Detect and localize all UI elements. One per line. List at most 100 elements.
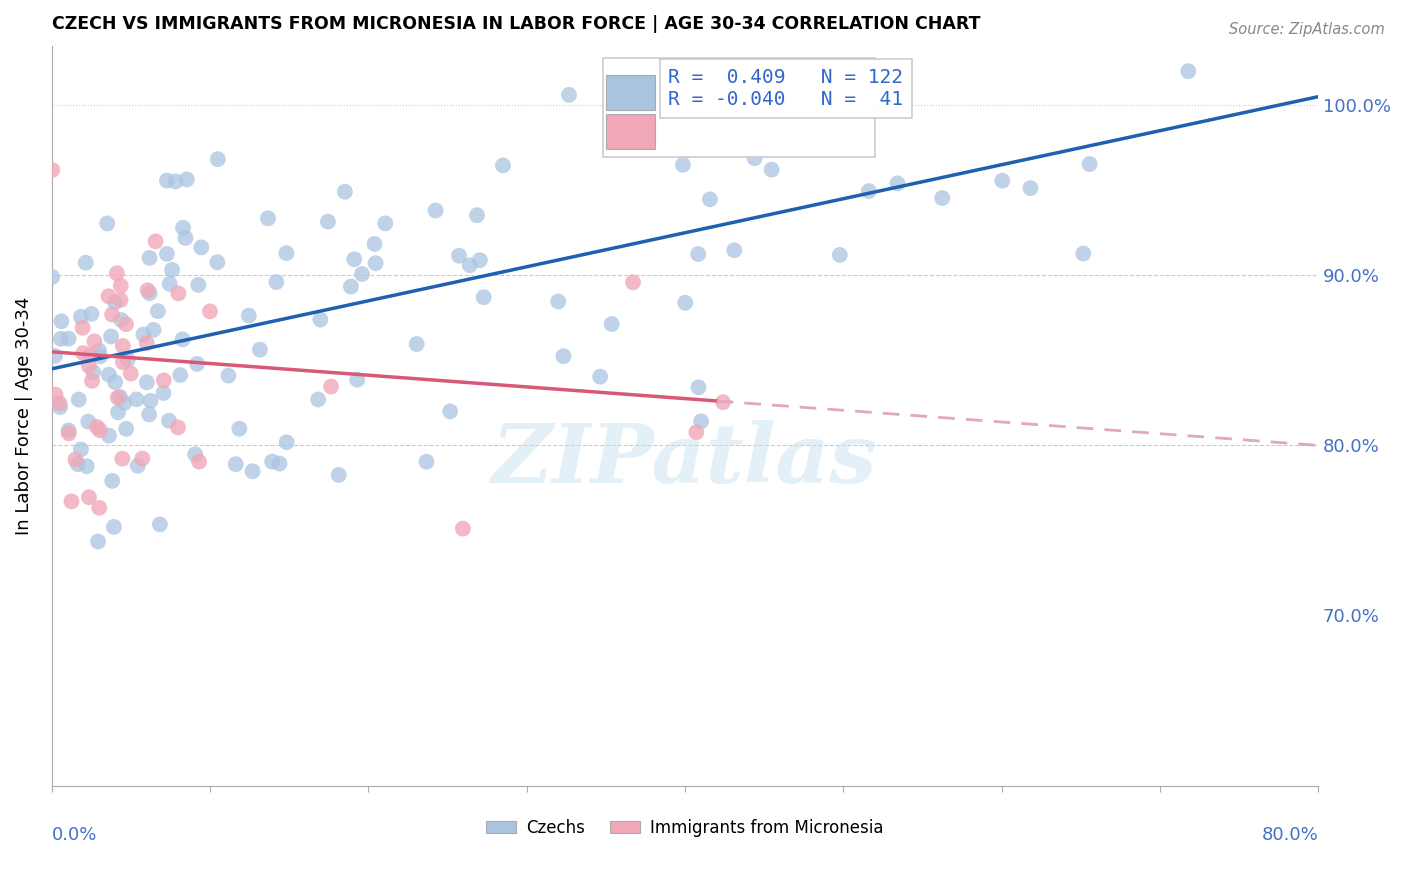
- Point: [44, 388, 66, 402]
- Point: [41, 270, 63, 285]
- Point: [60, 494, 83, 508]
- Point: [364, 256, 387, 270]
- Point: [333, 185, 356, 199]
- Point: [319, 379, 342, 393]
- Point: [346, 373, 368, 387]
- Point: [363, 237, 385, 252]
- Point: [97, 368, 120, 382]
- Point: [58, 426, 80, 441]
- Point: [447, 249, 470, 263]
- Point: [70, 310, 93, 324]
- Point: [139, 393, 162, 408]
- Point: [115, 317, 138, 331]
- Point: [752, 108, 775, 122]
- Point: [104, 375, 127, 389]
- FancyBboxPatch shape: [606, 114, 655, 149]
- Point: [77, 415, 100, 429]
- Point: [167, 420, 190, 434]
- Point: [120, 367, 142, 381]
- Point: [66, 457, 89, 471]
- FancyBboxPatch shape: [603, 58, 875, 157]
- Point: [242, 464, 264, 478]
- Point: [276, 435, 298, 450]
- Point: [149, 517, 172, 532]
- Text: 0.0%: 0.0%: [52, 826, 97, 844]
- Point: [160, 263, 183, 277]
- Point: [858, 184, 880, 198]
- Point: [135, 336, 157, 351]
- Point: [51, 314, 73, 328]
- Point: [49, 332, 72, 346]
- Point: [58, 423, 80, 437]
- Point: [316, 214, 339, 228]
- Point: [553, 349, 575, 363]
- Point: [101, 308, 124, 322]
- Point: [828, 248, 851, 262]
- Point: [690, 414, 713, 428]
- Point: [132, 327, 155, 342]
- Point: [49, 400, 72, 414]
- Point: [97, 289, 120, 303]
- Point: [145, 235, 167, 249]
- Point: [262, 454, 284, 468]
- Point: [111, 451, 134, 466]
- Point: [89, 424, 111, 438]
- Text: 80.0%: 80.0%: [1261, 826, 1319, 844]
- Point: [80, 307, 103, 321]
- Point: [79, 349, 101, 363]
- Point: [89, 350, 111, 364]
- Point: [991, 174, 1014, 188]
- Point: [186, 357, 208, 371]
- Point: [169, 368, 191, 382]
- Point: [1177, 64, 1199, 78]
- Point: [630, 140, 652, 154]
- Point: [75, 256, 97, 270]
- Point: [340, 279, 363, 293]
- Point: [105, 266, 128, 280]
- Point: [207, 152, 229, 166]
- Point: [48, 396, 70, 410]
- Point: [374, 216, 396, 230]
- Point: [77, 490, 100, 504]
- Point: [89, 500, 111, 515]
- Point: [131, 451, 153, 466]
- Point: [425, 203, 447, 218]
- Text: R =  0.409   N = 122
R = -0.040   N =  41: R = 0.409 N = 122 R = -0.040 N = 41: [668, 68, 904, 109]
- Point: [711, 395, 734, 409]
- Point: [86, 420, 108, 434]
- Point: [350, 267, 373, 281]
- Point: [152, 386, 174, 401]
- Point: [115, 422, 138, 436]
- Point: [100, 329, 122, 343]
- Point: [257, 211, 280, 226]
- Point: [343, 252, 366, 267]
- Point: [58, 332, 80, 346]
- Point: [41, 163, 63, 178]
- Point: [472, 290, 495, 304]
- Legend: Czechs, Immigrants from Micronesia: Czechs, Immigrants from Micronesia: [479, 813, 890, 844]
- Point: [107, 405, 129, 419]
- Point: [156, 247, 179, 261]
- Point: [138, 251, 160, 265]
- Point: [269, 457, 291, 471]
- Point: [688, 247, 710, 261]
- Text: ZIPatlas: ZIPatlas: [492, 420, 877, 500]
- Point: [225, 457, 247, 471]
- Point: [184, 447, 207, 461]
- Point: [172, 220, 194, 235]
- Point: [238, 309, 260, 323]
- Point: [125, 392, 148, 407]
- Point: [458, 258, 481, 272]
- Point: [157, 414, 180, 428]
- Point: [589, 369, 612, 384]
- Point: [207, 255, 229, 269]
- Point: [190, 240, 212, 254]
- Point: [110, 313, 132, 327]
- Point: [127, 458, 149, 473]
- Text: Source: ZipAtlas.com: Source: ZipAtlas.com: [1229, 22, 1385, 37]
- FancyBboxPatch shape: [606, 75, 655, 110]
- Point: [136, 283, 159, 297]
- Point: [111, 339, 134, 353]
- Point: [228, 422, 250, 436]
- Point: [87, 343, 110, 358]
